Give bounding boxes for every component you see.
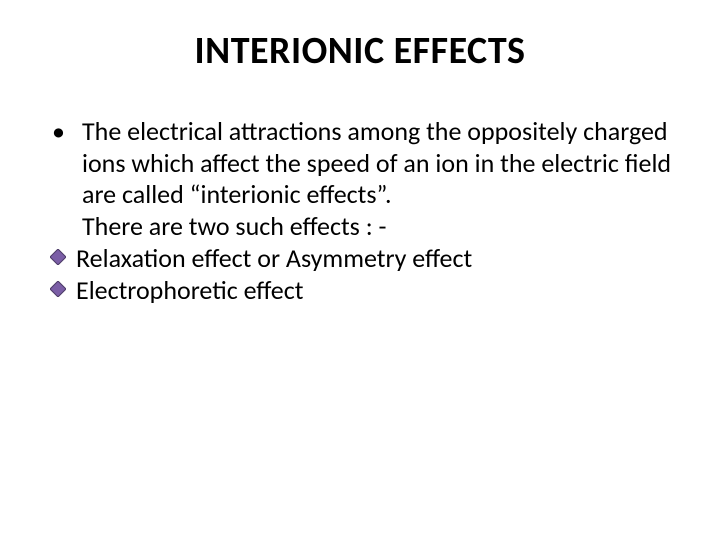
diamond-shape xyxy=(50,249,66,265)
diamond-text-1: Relaxation effect or Asymmetry effect xyxy=(76,243,672,275)
diamond-shape xyxy=(50,281,66,297)
bullet-text: The electrical attractions among the opp… xyxy=(82,116,672,211)
diamond-item-1: Relaxation effect or Asymmetry effect xyxy=(48,243,672,275)
diamond-item-2: Electrophoretic effect xyxy=(48,275,672,307)
slide: INTERIONIC EFFECTS • The electrical attr… xyxy=(0,0,720,540)
diamond-bullet-icon xyxy=(48,243,76,265)
slide-body: • The electrical attractions among the o… xyxy=(48,116,672,306)
sub-line: There are two such effects : - xyxy=(48,211,672,243)
diamond-text-2: Electrophoretic effect xyxy=(76,275,672,307)
bullet-marker: • xyxy=(48,116,82,148)
slide-title: INTERIONIC EFFECTS xyxy=(48,28,672,74)
bullet-item-1: • The electrical attractions among the o… xyxy=(48,116,672,211)
diamond-bullet-icon xyxy=(48,275,76,297)
